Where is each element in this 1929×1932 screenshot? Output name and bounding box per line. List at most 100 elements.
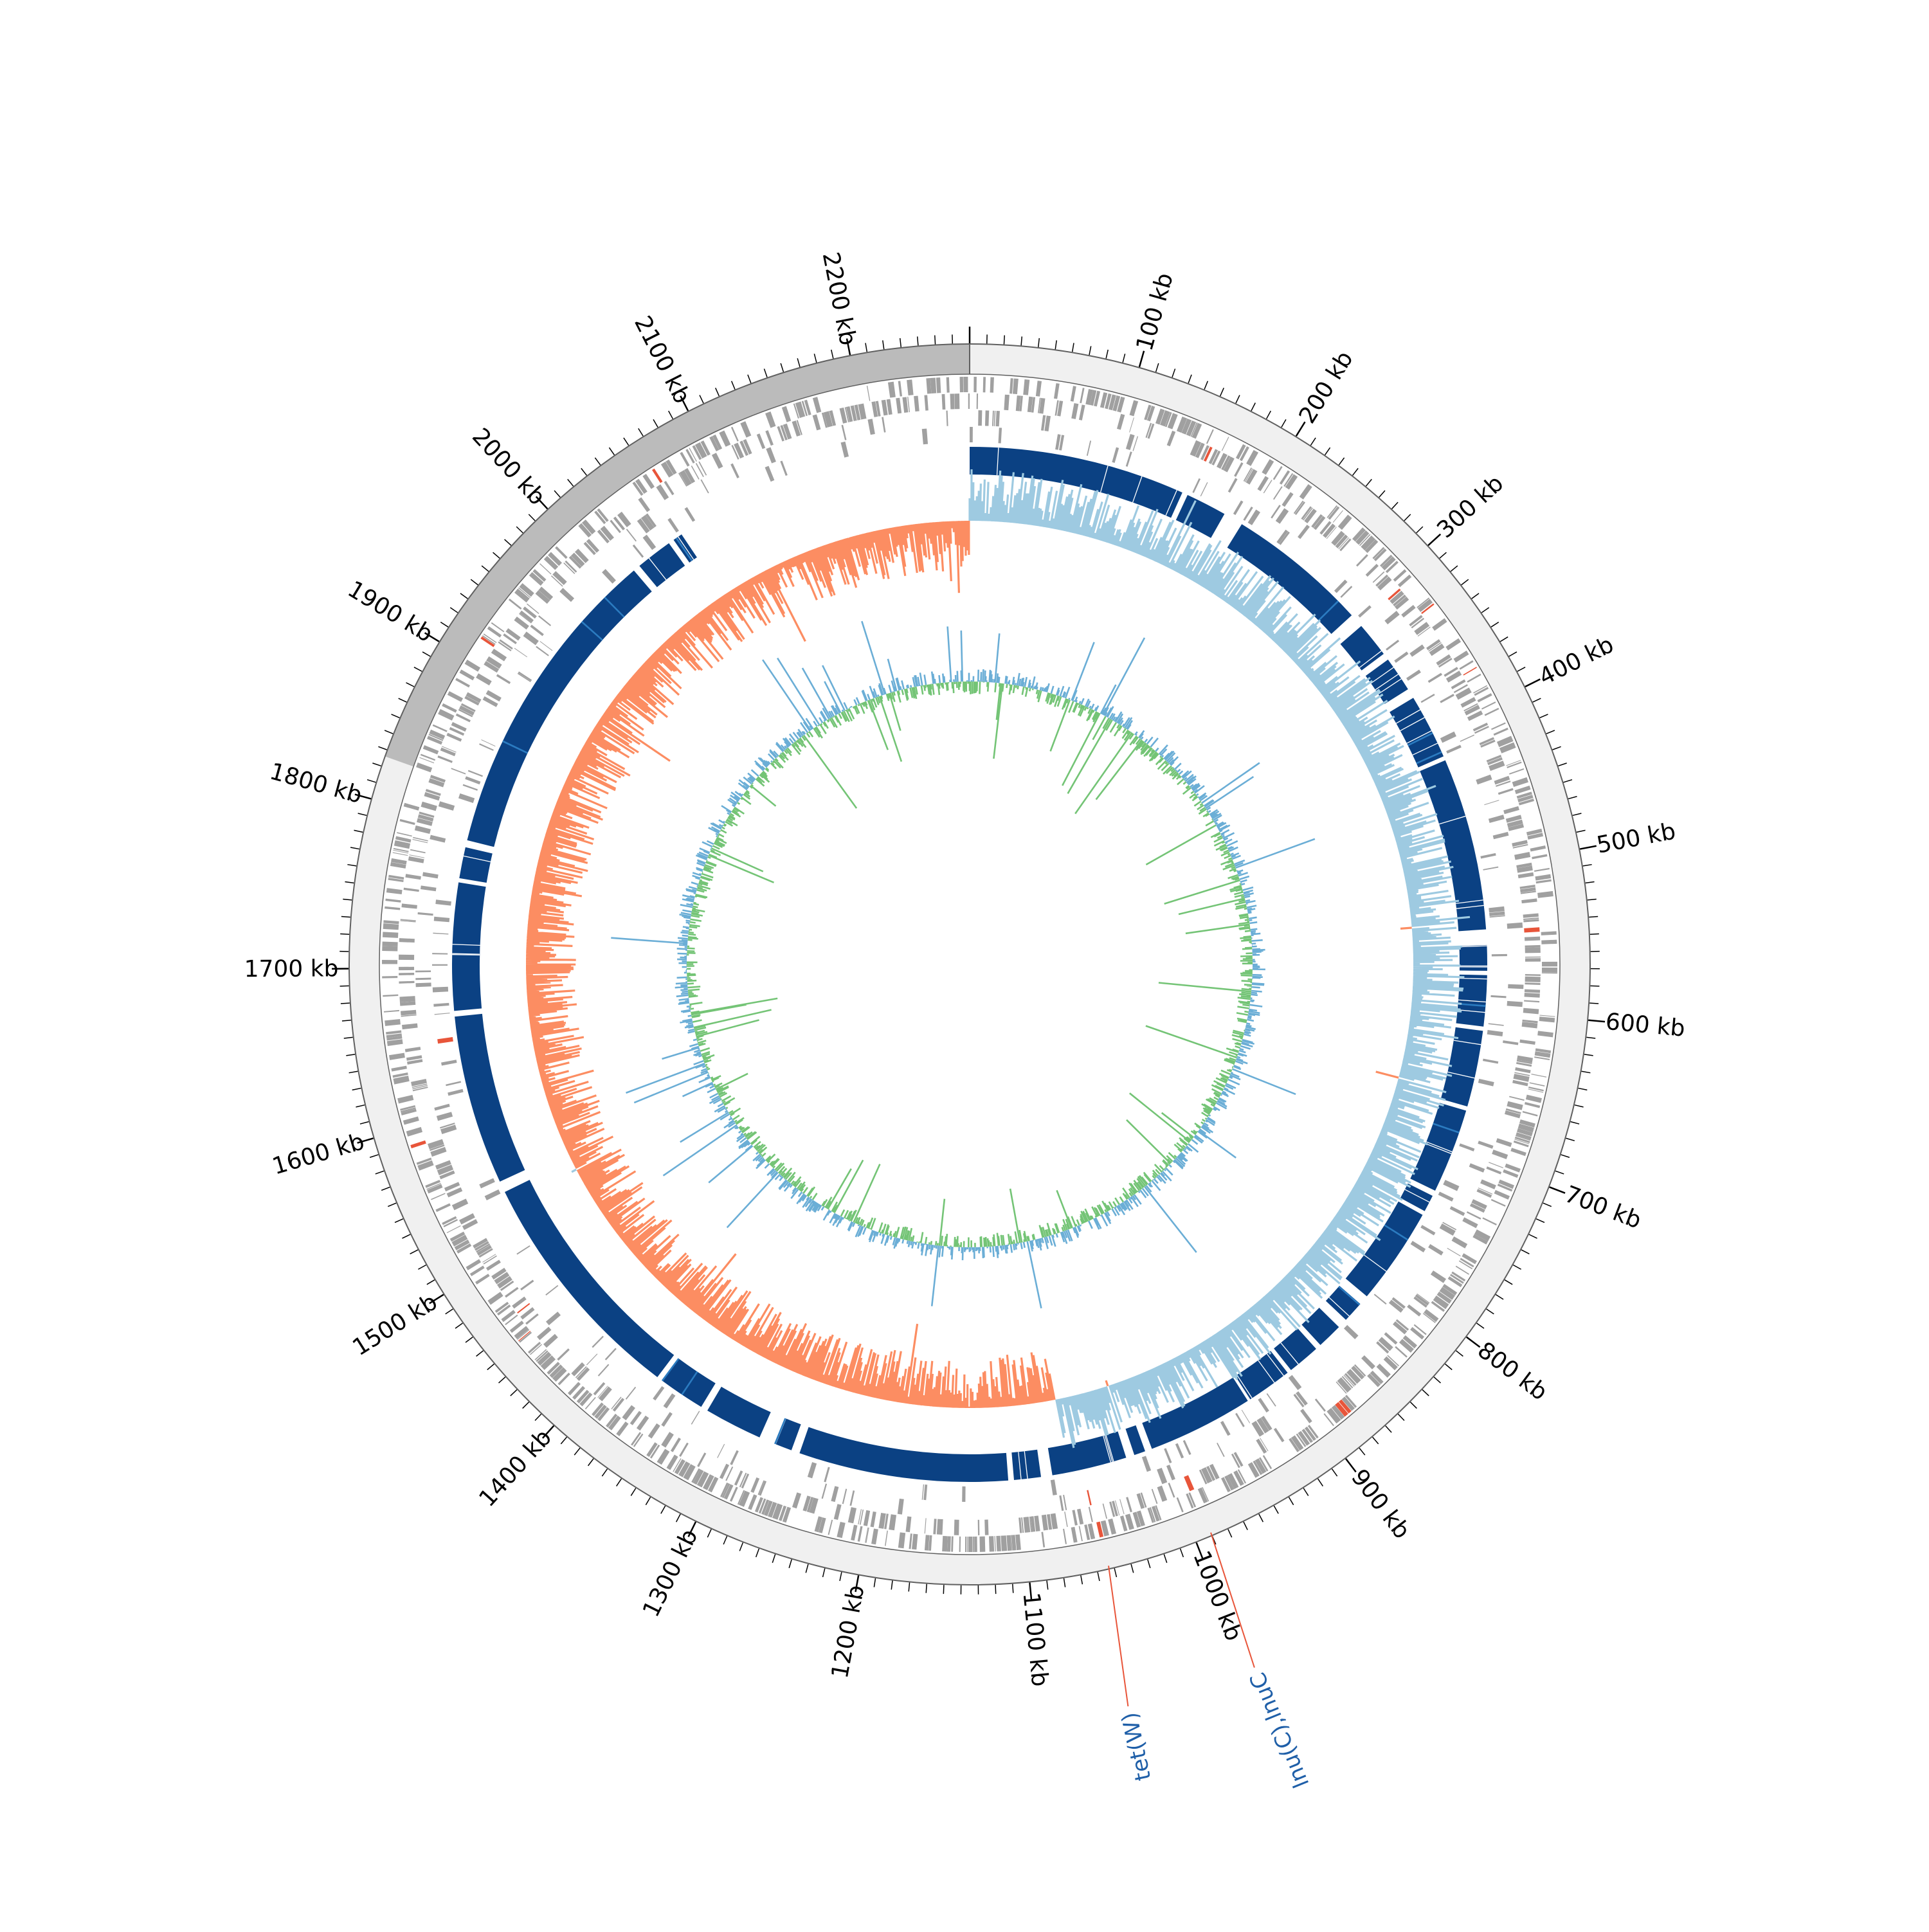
cds-feature: [962, 1486, 965, 1502]
minor-tick: [1513, 1265, 1521, 1269]
minor-tick: [595, 458, 600, 465]
cds-feature: [984, 1520, 988, 1535]
minor-tick: [1281, 419, 1286, 427]
minor-tick: [341, 1003, 350, 1004]
minor-tick: [602, 1469, 607, 1476]
cds-feature: [432, 964, 448, 966]
minor-tick: [1289, 1497, 1293, 1505]
minor-tick: [1318, 1479, 1323, 1486]
annotation-leader-line: [1109, 1566, 1128, 1706]
minor-tick: [1552, 746, 1561, 750]
tick-label: 300 kb: [1432, 470, 1508, 543]
minor-tick: [781, 363, 783, 372]
minor-tick: [1540, 714, 1548, 718]
minor-tick: [376, 1171, 384, 1174]
minor-tick: [1188, 375, 1191, 383]
minor-tick: [471, 579, 478, 585]
minor-tick: [1131, 1564, 1134, 1573]
minor-tick: [498, 1377, 505, 1383]
cds-feature: [975, 1537, 977, 1552]
minor-tick: [1220, 388, 1224, 396]
minor-tick: [1505, 1280, 1512, 1285]
major-tick: [1139, 351, 1144, 367]
minor-tick: [624, 438, 629, 446]
cds-feature: [415, 970, 431, 972]
minor-tick: [1398, 1414, 1404, 1420]
minor-tick: [1392, 502, 1399, 509]
cds-feature: [382, 976, 397, 979]
cds-feature: [973, 1537, 975, 1552]
cds-feature: [996, 1536, 1001, 1551]
minor-tick: [814, 354, 816, 363]
minor-tick: [1073, 343, 1074, 352]
minor-tick: [1181, 1549, 1184, 1557]
minor-tick: [402, 1234, 410, 1238]
annotation-label: tet(W): [1117, 1710, 1157, 1783]
tick-label: 1000 kb: [1188, 1547, 1247, 1645]
minor-tick: [1386, 1426, 1391, 1432]
cds-feature: [383, 932, 398, 937]
minor-tick: [883, 340, 884, 349]
minor-tick: [840, 1572, 842, 1581]
minor-tick: [414, 667, 422, 672]
minor-tick: [535, 1414, 541, 1420]
minor-tick: [1590, 934, 1599, 935]
minor-tick: [392, 714, 400, 718]
minor-tick: [346, 1054, 355, 1056]
minor-tick: [1156, 363, 1159, 372]
minor-tick: [511, 1389, 517, 1396]
minor-tick: [646, 1497, 650, 1505]
minor-tick: [455, 1323, 462, 1328]
minor-tick: [995, 1585, 996, 1594]
minor-tick: [638, 428, 643, 436]
minor-tick: [772, 1554, 775, 1562]
minor-tick: [529, 514, 535, 521]
minor-tick: [935, 336, 936, 345]
minor-tick: [395, 1219, 403, 1223]
cds-feature: [990, 377, 994, 393]
cds-feature: [968, 1537, 973, 1552]
minor-tick: [440, 622, 448, 627]
cds-feature: [954, 393, 959, 409]
cds-feature: [1542, 972, 1557, 973]
minor-tick: [370, 1155, 378, 1157]
minor-tick: [1422, 1389, 1429, 1396]
minor-tick: [1267, 411, 1271, 419]
minor-tick: [723, 1536, 727, 1544]
minor-tick: [347, 865, 356, 866]
minor-tick: [1456, 1351, 1463, 1357]
tick-label: 1200 kb: [827, 1583, 870, 1681]
minor-tick: [1434, 1377, 1440, 1383]
tick-label: 2200 kb: [817, 250, 861, 348]
minor-tick: [1533, 698, 1541, 702]
tick-label: 1100 kb: [1018, 1591, 1053, 1688]
minor-tick: [418, 1265, 426, 1269]
annotation-label: lnu(C),lnuC: [1245, 1668, 1314, 1791]
minor-tick: [1114, 1568, 1116, 1577]
minor-tick: [831, 350, 833, 359]
cds-feature: [1542, 962, 1557, 966]
minor-tick: [1561, 1155, 1570, 1157]
minor-tick: [345, 882, 354, 883]
cds-feature: [985, 410, 989, 426]
cds-feature: [968, 393, 970, 409]
minor-tick: [797, 358, 800, 366]
minor-tick: [865, 343, 867, 352]
minor-tick: [1366, 479, 1372, 486]
minor-tick: [1172, 369, 1175, 377]
minor-tick: [1353, 468, 1359, 475]
minor-tick: [669, 411, 673, 419]
tick-label: 1300 kb: [638, 1525, 703, 1621]
cds-feature: [959, 1537, 961, 1552]
major-tick: [1580, 846, 1597, 849]
minor-tick: [1568, 797, 1577, 799]
minor-tick: [676, 1514, 681, 1522]
minor-tick: [1496, 1295, 1503, 1299]
minor-tick: [1586, 882, 1595, 883]
cds-feature: [1508, 984, 1523, 989]
cds-feature: [399, 955, 414, 960]
minor-tick: [1204, 381, 1208, 390]
minor-tick: [716, 388, 720, 396]
tick-label: 1500 kb: [348, 1288, 442, 1361]
cds-feature: [979, 1537, 985, 1552]
